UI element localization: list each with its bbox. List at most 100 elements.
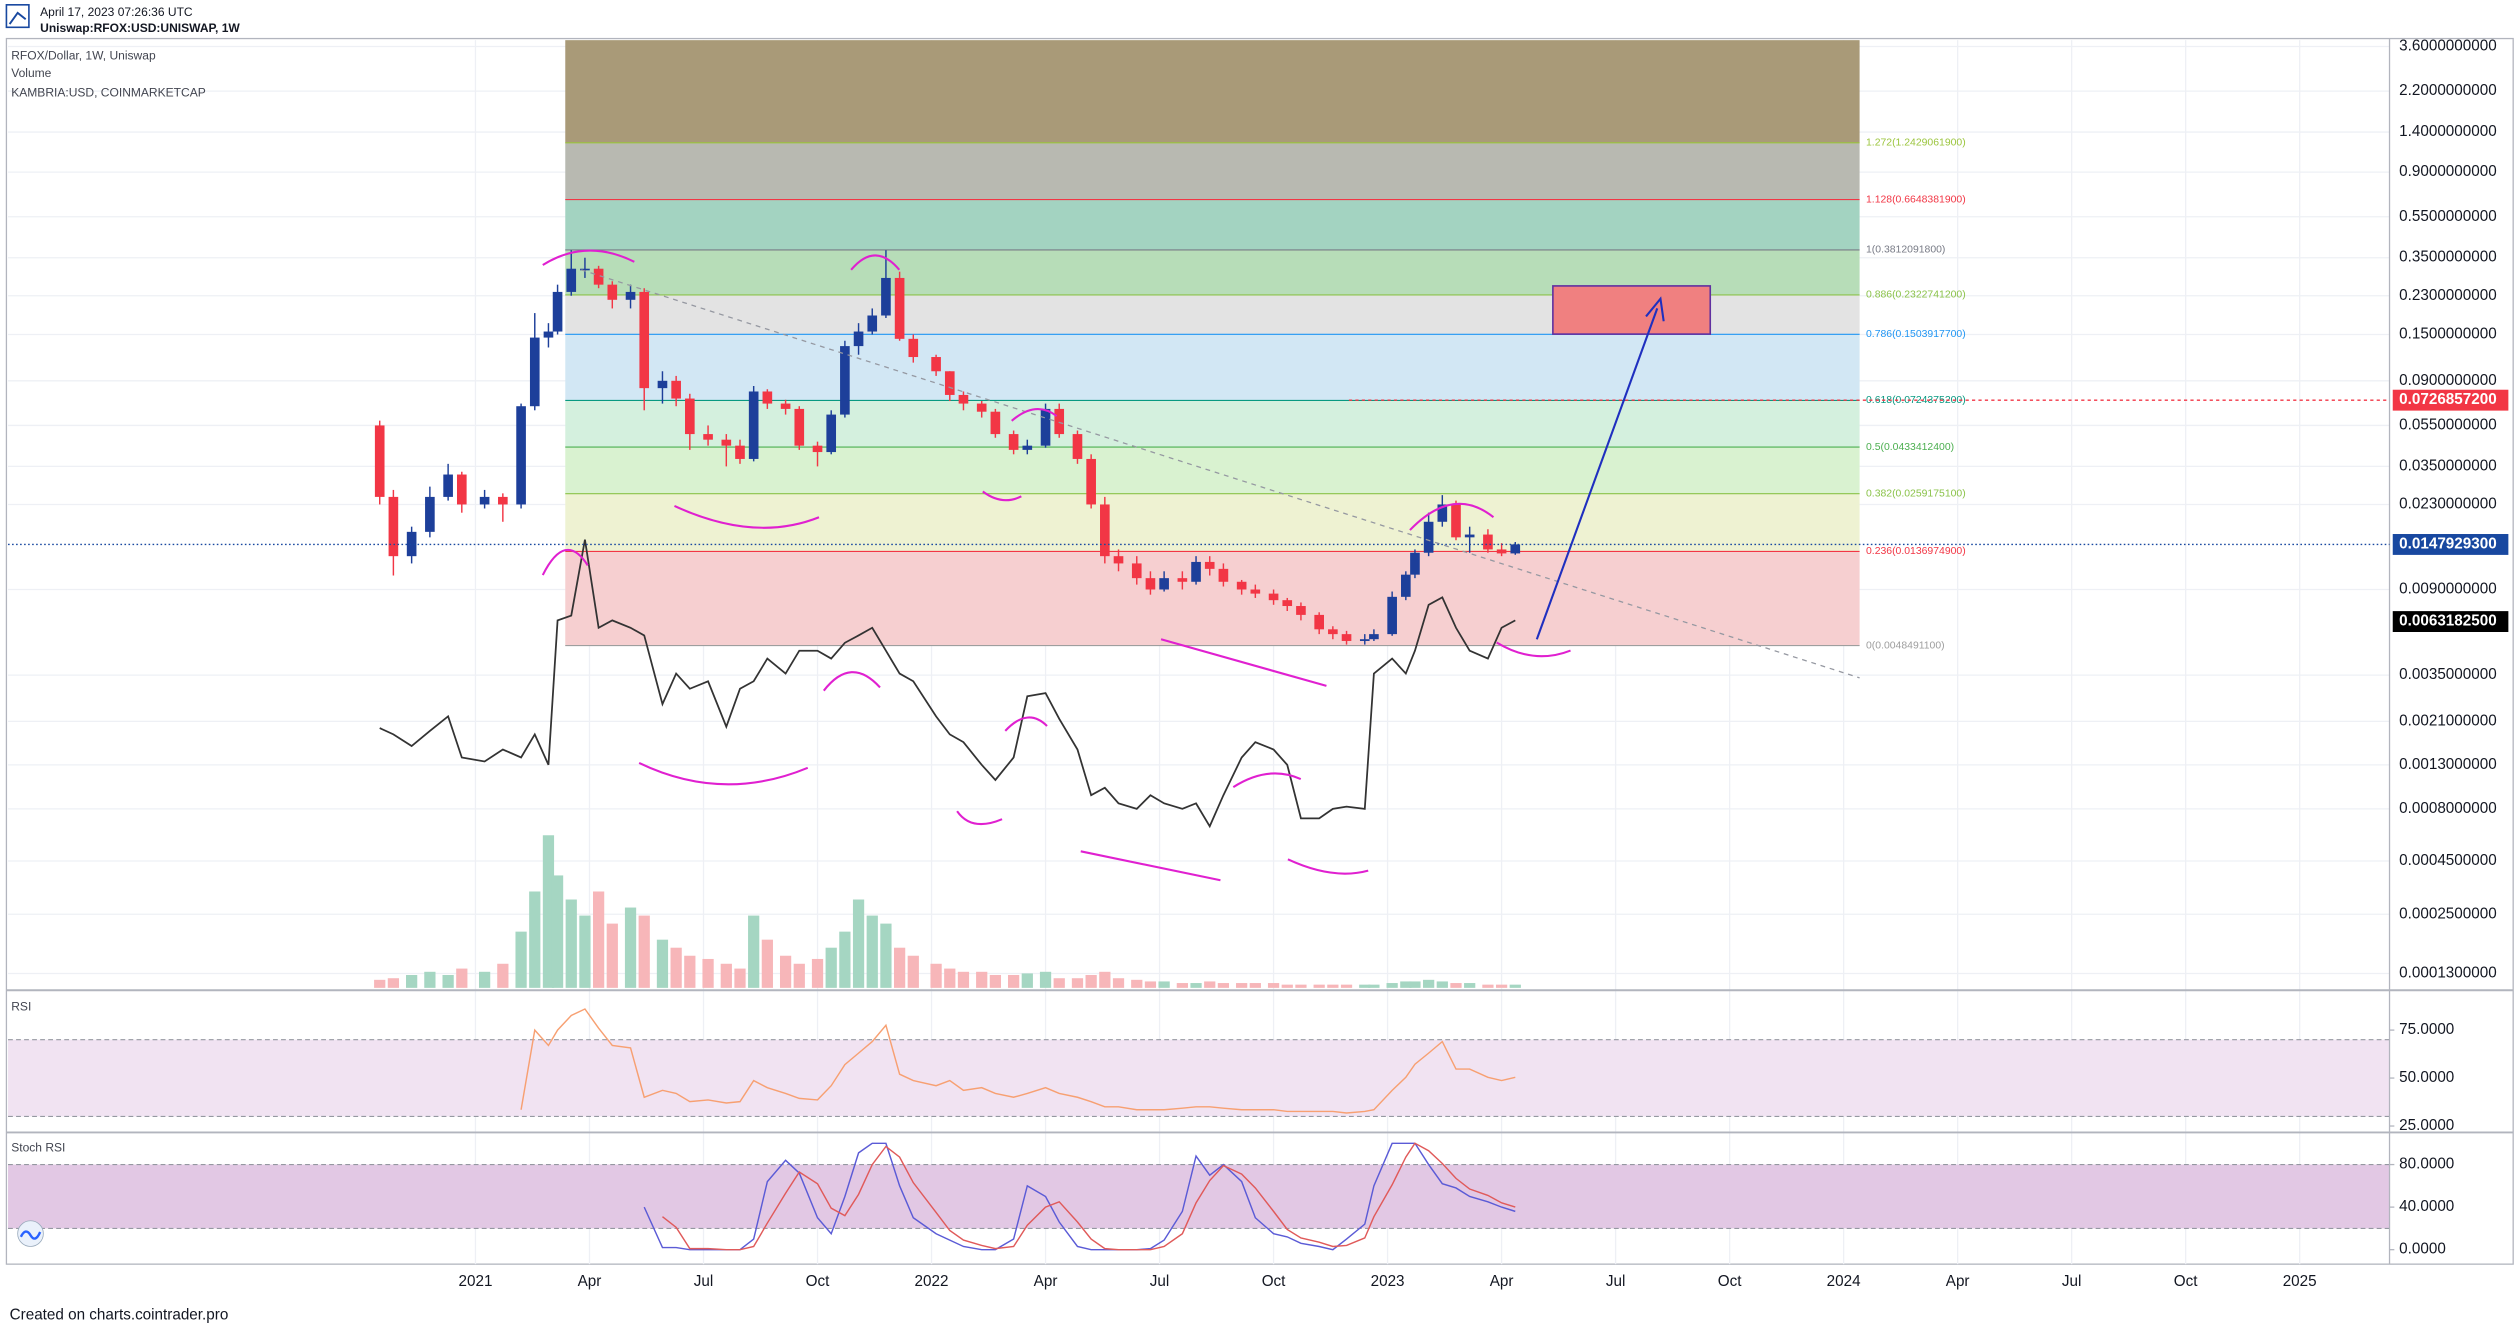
candle-body <box>762 391 773 404</box>
candle-body <box>1437 504 1448 522</box>
candle-body <box>1040 408 1051 446</box>
fib-label: 0(0.0048491100) <box>1866 640 1945 651</box>
candle-body <box>1236 581 1247 590</box>
volume-bar <box>551 875 564 988</box>
candle-body <box>1113 556 1124 564</box>
arc <box>674 505 820 529</box>
x-tick-label: 2025 <box>2283 1273 2317 1290</box>
candle-body <box>1410 552 1420 575</box>
chart-logo-wave <box>19 1230 42 1240</box>
x-tick-label: Apr <box>1034 1273 1058 1290</box>
volume-bar <box>1400 981 1412 988</box>
candle-body <box>1464 534 1475 538</box>
price-label: 0.0063182500 <box>2399 613 2497 630</box>
y-tick-label: 75.0000 <box>2399 1021 2454 1038</box>
volume-bar <box>1295 984 1307 988</box>
volume-bar <box>1436 981 1448 988</box>
volume-bar <box>1085 975 1097 988</box>
y-tick-label: 0.3500000000 <box>2399 249 2497 266</box>
indicator-line <box>520 1008 1516 1114</box>
x-tick-label: Jul <box>1150 1273 1169 1290</box>
volume-bar <box>529 891 541 988</box>
candle-body <box>1451 504 1461 538</box>
volume-bar <box>734 968 746 988</box>
candle-body <box>976 403 987 412</box>
volume-bar <box>976 971 988 988</box>
x-tick-label: Jul <box>1606 1273 1625 1290</box>
volume-bar <box>497 963 509 988</box>
fib-label: 1.272(1.2429061900) <box>1866 138 1966 149</box>
volume-bar <box>656 939 669 988</box>
candle-body <box>1483 534 1493 550</box>
volume-bar <box>907 955 919 988</box>
candle-body <box>1369 634 1379 640</box>
volume-bar <box>606 923 618 988</box>
volume-bar <box>1267 983 1280 988</box>
y-tick-label: 2.2000000000 <box>2399 82 2497 99</box>
x-tick-label: 2023 <box>1371 1273 1405 1290</box>
volume-bar <box>893 947 906 988</box>
volume-bar <box>515 931 527 988</box>
volume-bar <box>579 915 591 988</box>
projection-arrow <box>1535 308 1659 640</box>
fib-band <box>565 400 1860 448</box>
fib-label: 0.382(0.0259175100) <box>1866 488 1966 499</box>
fib-band <box>565 199 1860 250</box>
candle-body <box>894 277 905 339</box>
volume-bar <box>1368 984 1380 988</box>
pane-title: Stoch RSI <box>11 1141 65 1155</box>
y-tick-label: 25.0000 <box>2399 1117 2454 1134</box>
logo-mark <box>8 11 27 25</box>
volume-bar <box>424 971 436 988</box>
y-tick-label: 0.0001300000 <box>2399 965 2497 982</box>
volume-bar <box>1327 984 1339 988</box>
fib-label: 0.786(0.1503917700) <box>1866 329 1966 340</box>
price-label-box <box>2392 611 2509 632</box>
y-tick-label: 0.0004500000 <box>2399 852 2497 869</box>
candle-body <box>479 496 490 505</box>
candle-body <box>456 474 467 505</box>
candle-body <box>735 445 745 459</box>
volume-bar <box>1217 983 1230 988</box>
divergence-line <box>1080 850 1221 882</box>
candle-body <box>908 338 919 358</box>
candle-body <box>388 496 399 557</box>
arc <box>1011 408 1058 422</box>
fib-label: 1.128(0.6648381900) <box>1866 194 1966 205</box>
volume-bar <box>1464 983 1476 988</box>
x-tick-label: Jul <box>694 1273 713 1290</box>
volume-bar <box>1131 979 1143 988</box>
y-tick-label: 0.0090000000 <box>2399 581 2497 598</box>
candle-body <box>1145 578 1156 590</box>
candle-body <box>498 496 508 505</box>
candle-body <box>425 496 435 532</box>
target-zone <box>1552 285 1712 335</box>
candle-body <box>1086 458 1096 505</box>
x-tick-label: Apr <box>1490 1273 1514 1290</box>
volume-bar <box>1495 984 1508 988</box>
candle-body <box>1314 614 1324 630</box>
volume-bar <box>542 835 555 988</box>
arc <box>1004 716 1048 732</box>
volume-bar <box>957 971 970 988</box>
band-fill <box>8 1164 2390 1229</box>
footer: Created on charts.cointrader.pro <box>10 1307 229 1324</box>
candle-body <box>374 425 385 497</box>
indicator-line <box>662 1142 1516 1251</box>
candle-body <box>721 439 732 446</box>
candle-body <box>580 268 590 271</box>
candle-body <box>1054 408 1065 435</box>
legend-entry: KAMBRIA:USD, COINMARKETCAP <box>11 85 206 99</box>
candle-body <box>1177 578 1188 582</box>
candle-body <box>1100 504 1110 557</box>
volume-bar <box>720 963 732 988</box>
candle-body <box>685 398 695 435</box>
candle-body <box>867 315 878 332</box>
volume-bar <box>1071 978 1084 988</box>
volume-bar <box>456 968 468 988</box>
candle-body <box>958 394 969 404</box>
volume-bar <box>930 963 942 988</box>
band-fill <box>8 1039 2390 1117</box>
candle-body <box>1250 589 1261 594</box>
